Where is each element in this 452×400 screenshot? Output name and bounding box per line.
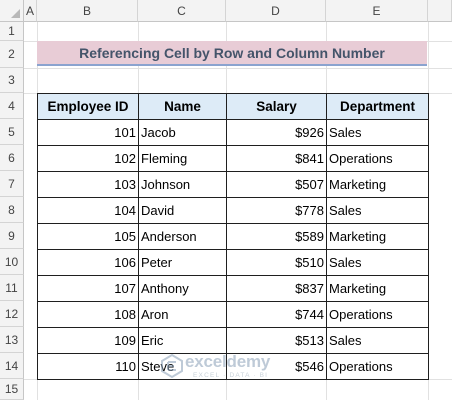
cell-employee-id[interactable]: 104 (37, 197, 139, 224)
cell-department[interactable]: Sales (326, 119, 429, 146)
cell-department[interactable]: Sales (326, 327, 429, 354)
cell-employee-id[interactable]: 103 (37, 171, 139, 198)
table-row: 105 Anderson $589 Marketing (37, 223, 429, 250)
cell-name[interactable]: Anthony (138, 275, 227, 302)
table-row: 101 Jacob $926 Sales (37, 119, 429, 146)
cell-department[interactable]: Operations (326, 353, 429, 380)
cell-name[interactable]: Steve (138, 353, 227, 380)
cell-department[interactable]: Marketing (326, 223, 429, 250)
table-row: 109 Eric $513 Sales (37, 327, 429, 354)
cell-salary[interactable]: $513 (226, 327, 327, 354)
cell-department[interactable]: Operations (326, 301, 429, 328)
column-header-a[interactable]: A (24, 0, 37, 22)
row-header-2[interactable]: 2 (0, 41, 24, 68)
row-header-5[interactable]: 5 (0, 119, 24, 145)
cell-name[interactable]: Jacob (138, 119, 227, 146)
cell-salary[interactable]: $837 (226, 275, 327, 302)
row-header-9[interactable]: 9 (0, 223, 24, 249)
row-header-6[interactable]: 6 (0, 145, 24, 171)
row-header-3[interactable]: 3 (0, 68, 24, 93)
table-row: 104 David $778 Sales (37, 197, 429, 224)
cell-salary[interactable]: $507 (226, 171, 327, 198)
table-row: 106 Peter $510 Sales (37, 249, 429, 276)
cell-department[interactable]: Marketing (326, 275, 429, 302)
table-row: 103 Johnson $507 Marketing (37, 171, 429, 198)
sheet-title[interactable]: Referencing Cell by Row and Column Numbe… (37, 41, 427, 66)
employee-table: Employee ID Name Salary Department 101 J… (37, 93, 429, 380)
cell-name[interactable]: Peter (138, 249, 227, 276)
cell-employee-id[interactable]: 106 (37, 249, 139, 276)
cell-name[interactable]: Johnson (138, 171, 227, 198)
cell-name[interactable]: Eric (138, 327, 227, 354)
cell-employee-id[interactable]: 110 (37, 353, 139, 380)
cell-salary[interactable]: $744 (226, 301, 327, 328)
column-header-d[interactable]: D (226, 0, 326, 22)
cell-department[interactable]: Sales (326, 197, 429, 224)
table-row: 110 Steve $546 Operations (37, 353, 429, 380)
table-header-row: Employee ID Name Salary Department (37, 93, 429, 120)
cell-department[interactable]: Operations (326, 145, 429, 172)
header-employee-id[interactable]: Employee ID (37, 93, 139, 120)
gridline (24, 379, 452, 380)
table-row: 108 Aron $744 Operations (37, 301, 429, 328)
cell-name[interactable]: Fleming (138, 145, 227, 172)
table-row: 107 Anthony $837 Marketing (37, 275, 429, 302)
column-header-c[interactable]: C (138, 0, 226, 22)
cell-employee-id[interactable]: 101 (37, 119, 139, 146)
gridline (24, 68, 452, 69)
cell-employee-id[interactable]: 105 (37, 223, 139, 250)
column-header-f[interactable] (428, 0, 452, 22)
cell-employee-id[interactable]: 107 (37, 275, 139, 302)
header-department[interactable]: Department (326, 93, 429, 120)
column-header-e[interactable]: E (326, 0, 428, 22)
select-all-button[interactable] (0, 0, 24, 22)
header-name[interactable]: Name (138, 93, 227, 120)
row-header-12[interactable]: 12 (0, 301, 24, 327)
cell-employee-id[interactable]: 108 (37, 301, 139, 328)
row-header-13[interactable]: 13 (0, 327, 24, 353)
table-row: 102 Fleming $841 Operations (37, 145, 429, 172)
row-header-10[interactable]: 10 (0, 249, 24, 275)
row-header-8[interactable]: 8 (0, 197, 24, 223)
cell-salary[interactable]: $510 (226, 249, 327, 276)
row-header-14[interactable]: 14 (0, 353, 24, 379)
row-header-1[interactable]: 1 (0, 22, 24, 41)
header-salary[interactable]: Salary (226, 93, 327, 120)
cell-employee-id[interactable]: 102 (37, 145, 139, 172)
cell-employee-id[interactable]: 109 (37, 327, 139, 354)
row-header-4[interactable]: 4 (0, 93, 24, 119)
cell-name[interactable]: Anderson (138, 223, 227, 250)
cell-department[interactable]: Marketing (326, 171, 429, 198)
cell-name[interactable]: Aron (138, 301, 227, 328)
column-header-b[interactable]: B (37, 0, 138, 22)
row-header-11[interactable]: 11 (0, 275, 24, 301)
cell-salary[interactable]: $546 (226, 353, 327, 380)
cell-department[interactable]: Sales (326, 249, 429, 276)
cell-salary[interactable]: $841 (226, 145, 327, 172)
cell-salary[interactable]: $926 (226, 119, 327, 146)
row-header-15[interactable]: 15 (0, 379, 24, 400)
cell-salary[interactable]: $589 (226, 223, 327, 250)
gridline (428, 22, 429, 400)
cell-name[interactable]: David (138, 197, 227, 224)
cell-salary[interactable]: $778 (226, 197, 327, 224)
row-header-7[interactable]: 7 (0, 171, 24, 197)
